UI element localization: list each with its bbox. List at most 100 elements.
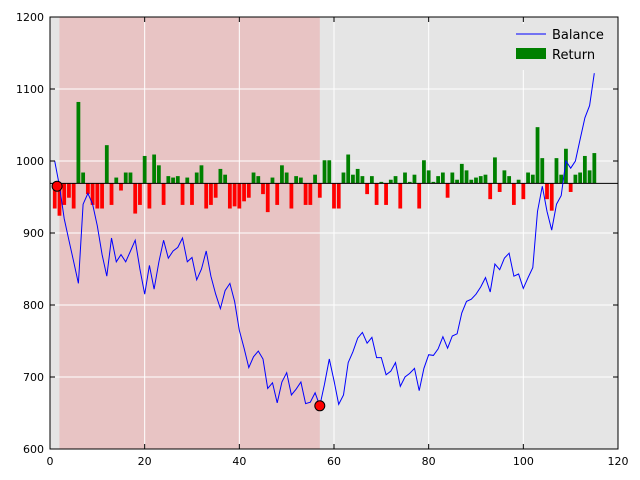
return-bar: [104, 145, 109, 184]
return-bar: [81, 172, 86, 184]
x-tick-label: 20: [138, 455, 152, 468]
y-tick-label: 600: [23, 443, 44, 456]
return-bar: [369, 176, 374, 184]
return-bar: [185, 177, 190, 184]
return-bar: [270, 177, 275, 184]
legend-label-balance: Balance: [552, 28, 604, 43]
return-bar: [459, 163, 464, 184]
legend: Balance Return: [504, 24, 612, 70]
return-bar: [190, 183, 194, 205]
return-bar: [76, 101, 81, 184]
return-bar: [209, 183, 213, 205]
return-bar: [251, 172, 256, 184]
return-bar: [232, 183, 237, 207]
return-bar: [341, 172, 346, 184]
return-bar: [246, 183, 251, 198]
return-bar: [175, 176, 180, 184]
return-bar: [388, 179, 393, 184]
legend-return-swatch: [516, 48, 546, 59]
return-bar: [393, 176, 398, 184]
return-bar: [559, 174, 564, 184]
y-tick-label: 700: [23, 371, 44, 384]
return-bar: [511, 183, 516, 205]
return-bar: [554, 158, 559, 184]
return-bar: [142, 155, 147, 184]
return-bar: [57, 183, 62, 216]
marker-point: [314, 400, 326, 412]
x-tick-label: 60: [327, 455, 341, 468]
return-bar: [227, 183, 232, 209]
return-bar: [332, 183, 336, 209]
x-tick-label: 100: [513, 455, 534, 468]
return-bar: [322, 160, 327, 184]
return-bar: [100, 183, 104, 209]
return-bar: [587, 170, 592, 184]
return-bar: [407, 181, 412, 184]
return-bar: [237, 183, 242, 209]
return-bar: [213, 183, 218, 198]
return-bar: [431, 181, 436, 184]
return-bar: [374, 183, 379, 205]
return-bar: [592, 153, 597, 184]
return-bar: [327, 160, 332, 184]
return-bar: [540, 158, 545, 184]
return-bar: [242, 183, 246, 202]
x-tick-label: 0: [47, 455, 54, 468]
return-bar: [478, 176, 483, 184]
return-bar: [67, 183, 71, 198]
return-bar: [502, 170, 507, 184]
return-bar: [549, 183, 554, 211]
return-bar: [123, 172, 128, 184]
return-bar: [90, 183, 95, 205]
return-bar: [95, 183, 100, 209]
return-bar: [365, 183, 370, 195]
legend-box: [504, 24, 612, 70]
return-bar: [384, 183, 388, 205]
return-bar: [218, 168, 223, 184]
return-bar: [530, 174, 535, 184]
return-bar: [582, 155, 587, 184]
balance-line: [54, 73, 595, 408]
return-bar: [398, 183, 403, 209]
return-bar: [52, 183, 57, 209]
return-bar: [403, 172, 407, 184]
legend-label-return: Return: [552, 48, 595, 63]
y-tick-label: 1200: [16, 11, 44, 24]
return-bar: [109, 183, 114, 205]
y-tick-label: 1000: [16, 155, 44, 168]
return-bar: [261, 183, 265, 195]
return-bar: [114, 177, 119, 184]
marker-point: [51, 180, 63, 192]
return-bar: [204, 183, 209, 209]
return-bar: [152, 154, 157, 184]
return-bar: [450, 172, 455, 184]
y-tick-label: 800: [23, 299, 44, 312]
return-bar: [256, 176, 261, 184]
y-tick-label: 900: [23, 227, 44, 240]
return-bar: [455, 179, 459, 184]
y-tick-label: 1100: [16, 83, 44, 96]
return-bar: [440, 172, 445, 184]
return-bar: [545, 183, 549, 200]
return-bar: [351, 174, 355, 184]
return-bar: [308, 183, 313, 205]
return-bar: [147, 183, 152, 209]
return-bar: [412, 174, 417, 184]
return-bar: [313, 174, 317, 184]
x-tick-label: 80: [422, 455, 436, 468]
x-tick-label: 120: [608, 455, 629, 468]
return-bar: [166, 176, 171, 184]
return-bar: [488, 183, 493, 200]
return-bar: [535, 127, 540, 184]
return-bar: [464, 170, 469, 184]
axes: 0 20 40 60 80 100 120 600 700 800 900 1000 1100 1200: [16, 11, 629, 468]
return-bar: [355, 168, 360, 184]
return-bar: [493, 157, 497, 184]
return-bar: [294, 176, 299, 184]
return-bar: [417, 183, 422, 209]
return-bar: [303, 183, 308, 205]
return-bar: [133, 183, 138, 214]
return-bar: [336, 183, 341, 209]
balance-line-layer: [54, 73, 595, 408]
